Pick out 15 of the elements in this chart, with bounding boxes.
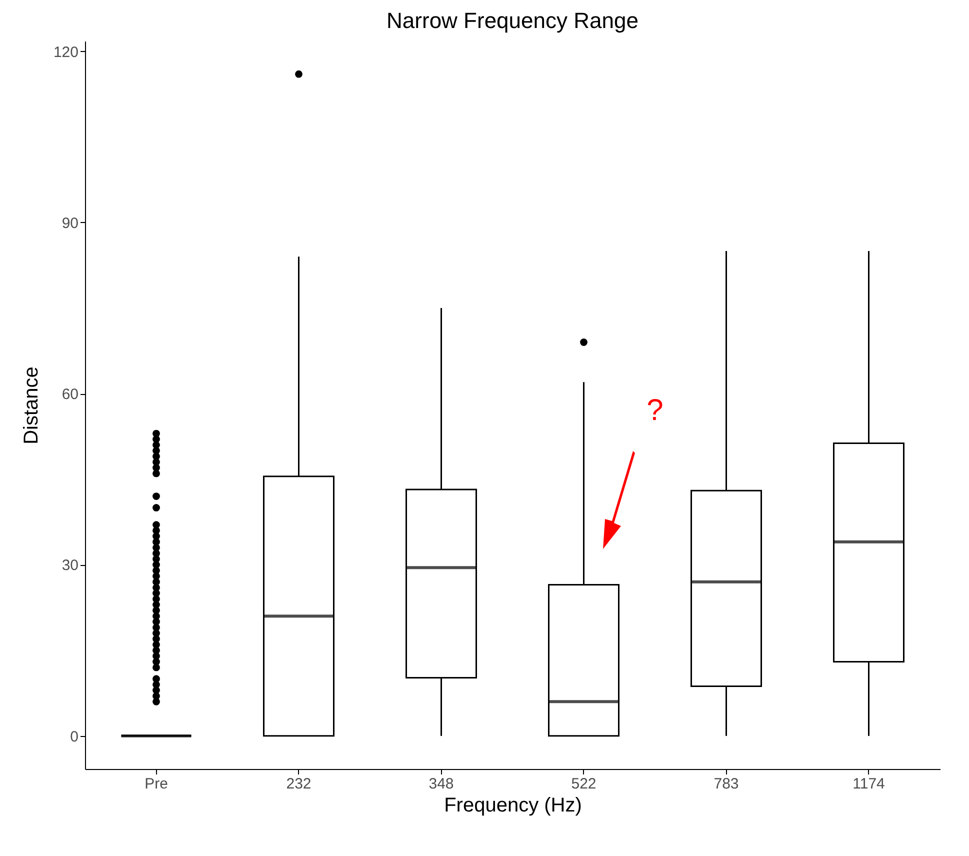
x-tick-label: 348: [428, 776, 454, 792]
y-axis-title: Distance: [20, 366, 42, 444]
x-tick-label: 232: [286, 776, 312, 792]
annotation: ?: [646, 394, 664, 427]
x-axis-title: Frequency (Hz): [444, 794, 582, 816]
x-tick-label: 1174: [852, 776, 885, 792]
y-tick-label: 60: [62, 386, 78, 404]
y-tick-label: 90: [62, 214, 78, 232]
x-tick-label: 783: [714, 776, 739, 792]
y-tick-label: 0: [70, 728, 78, 746]
y-tick-label: 30: [62, 557, 78, 574]
chart-title: Narrow Frequency Range: [386, 8, 638, 33]
y-tick-label: 120: [53, 44, 78, 61]
x-tick-label: Pre: [144, 776, 168, 792]
x-tick-label: 522: [571, 776, 596, 792]
